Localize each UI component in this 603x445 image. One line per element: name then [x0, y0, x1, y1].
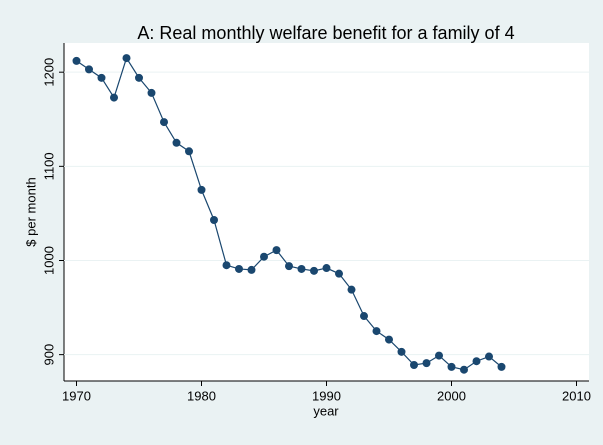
- data-point: [72, 56, 81, 65]
- y-tick-label: 900: [41, 344, 56, 366]
- data-point: [385, 335, 393, 344]
- y-tick-label: 1200: [41, 58, 56, 87]
- plot-area: [64, 43, 589, 381]
- data-point: [197, 185, 206, 194]
- data-point: [85, 65, 93, 74]
- data-point: [247, 265, 256, 274]
- data-point: [397, 347, 406, 356]
- data-point: [260, 252, 268, 261]
- data-point: [360, 312, 368, 321]
- data-point: [472, 357, 481, 366]
- data-point: [172, 138, 181, 147]
- x-tick-label: 1970: [62, 388, 91, 403]
- x-tick-label: 2000: [437, 388, 466, 403]
- x-axis-label: year: [313, 403, 339, 418]
- x-tick-label: 1980: [187, 388, 216, 403]
- y-axis-label: $ per month: [23, 177, 38, 246]
- data-point: [97, 73, 106, 82]
- data-point: [322, 264, 331, 273]
- data-point: [310, 266, 318, 275]
- data-point: [272, 246, 281, 255]
- data-point: [447, 362, 456, 371]
- data-point: [122, 54, 131, 63]
- x-tick-label: 2010: [562, 388, 591, 403]
- data-point: [297, 264, 306, 273]
- data-point: [435, 351, 443, 360]
- y-tick-label: 1100: [41, 152, 56, 180]
- data-point: [335, 269, 343, 278]
- data-point: [422, 359, 431, 368]
- data-point: [485, 352, 493, 361]
- y-tick-label: 1000: [41, 246, 56, 275]
- data-point: [410, 360, 418, 369]
- data-point: [147, 88, 156, 97]
- data-point: [235, 264, 243, 273]
- data-point: [110, 93, 118, 102]
- data-point: [372, 327, 381, 336]
- data-point: [285, 262, 293, 271]
- data-point: [497, 362, 506, 371]
- data-point: [185, 147, 193, 156]
- data-point: [347, 285, 356, 294]
- data-point: [210, 216, 218, 225]
- chart-title: A: Real monthly welfare benefit for a fa…: [137, 23, 514, 43]
- data-point: [135, 73, 143, 82]
- data-point: [460, 365, 468, 374]
- data-point: [222, 261, 231, 270]
- data-point: [160, 118, 168, 127]
- x-tick-label: 1990: [312, 388, 341, 403]
